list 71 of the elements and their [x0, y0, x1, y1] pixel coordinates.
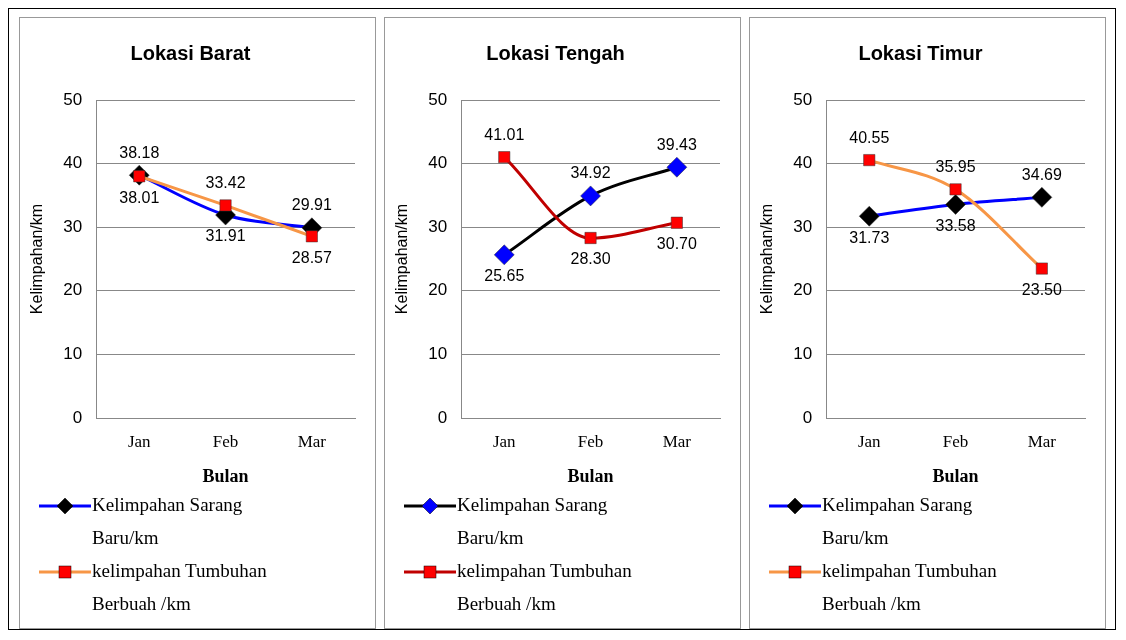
point	[305, 230, 318, 243]
y-tick-label: 30	[793, 216, 813, 236]
y-tick-label: 30	[63, 216, 83, 236]
y-axis-title: Kelimpahan/km	[28, 203, 46, 315]
point	[494, 244, 515, 266]
y-tick-label: 20	[63, 280, 83, 300]
x-axis-title: Bulan	[567, 465, 614, 486]
data-label: 31.73	[849, 228, 890, 246]
legend-label: kelimpahan Tumbuhan Berbuah /km	[457, 559, 633, 616]
y-tick-label: 30	[428, 216, 448, 236]
point	[1031, 187, 1053, 208]
data-label: 38.01	[119, 188, 160, 206]
y-tick-label: 40	[793, 153, 813, 173]
x-tick-label: Mar	[297, 431, 327, 451]
data-label: 33.58	[935, 216, 976, 234]
point	[670, 216, 683, 229]
x-axis-title: Bulan	[202, 465, 249, 486]
point	[584, 232, 597, 244]
y-tick-label: 20	[428, 280, 448, 300]
chart-title: Lokasi Barat	[130, 41, 251, 64]
y-axis-title: Kelimpahan/km	[393, 203, 411, 315]
point	[219, 199, 232, 212]
data-label: 23.50	[1021, 280, 1062, 298]
point	[949, 183, 962, 196]
data-label: 38.18	[119, 143, 160, 161]
x-tick-label: Feb	[942, 431, 969, 451]
point	[580, 185, 601, 207]
y-tick-label: 20	[793, 280, 813, 300]
chart-title: Lokasi Tengah	[486, 41, 625, 64]
y-tick-label: 40	[428, 153, 448, 173]
data-label: 33.42	[205, 173, 246, 191]
data-label: 34.69	[1021, 165, 1062, 183]
data-label: 25.65	[484, 267, 525, 285]
x-tick-label: Jan	[857, 431, 882, 451]
legend-label: kelimpahan Tumbuhan Berbuah /km	[822, 559, 998, 616]
legend-label: kelimpahan Tumbuhan Berbuah /km	[92, 559, 268, 616]
point	[666, 156, 688, 178]
x-tick-label: Jan	[127, 431, 152, 451]
x-tick-label: Feb	[577, 431, 604, 451]
y-tick-label: 0	[437, 407, 448, 427]
x-tick-label: Jan	[492, 431, 517, 451]
y-tick-label: 50	[793, 89, 813, 109]
data-label: 31.91	[205, 227, 246, 245]
y-axis-title: Kelimpahan/km	[758, 203, 776, 315]
point	[863, 154, 876, 167]
data-label: 41.01	[484, 125, 525, 143]
y-tick-label: 10	[428, 344, 448, 364]
point	[1035, 262, 1048, 275]
y-tick-label: 0	[72, 407, 83, 427]
x-tick-label: Mar	[662, 431, 692, 451]
data-label: 28.30	[570, 250, 611, 268]
chart-title: Lokasi Timur	[858, 41, 983, 64]
data-label: 39.43	[656, 135, 697, 153]
point	[945, 194, 966, 215]
data-label: 30.70	[656, 235, 697, 253]
y-tick-label: 10	[63, 344, 83, 364]
point	[859, 205, 880, 227]
data-label: 35.95	[935, 157, 976, 175]
data-label: 29.91	[291, 196, 332, 214]
y-tick-label: 50	[428, 89, 448, 109]
y-tick-label: 50	[63, 89, 83, 109]
x-tick-label: Feb	[212, 431, 239, 451]
y-tick-label: 0	[802, 407, 813, 427]
data-label: 34.92	[570, 164, 611, 182]
y-tick-label: 40	[63, 153, 83, 173]
data-label: 40.55	[849, 128, 890, 146]
x-tick-label: Mar	[1027, 431, 1057, 451]
x-axis-title: Bulan	[932, 465, 979, 486]
y-tick-label: 10	[793, 344, 813, 364]
data-label: 28.57	[291, 248, 332, 266]
point	[498, 151, 511, 164]
